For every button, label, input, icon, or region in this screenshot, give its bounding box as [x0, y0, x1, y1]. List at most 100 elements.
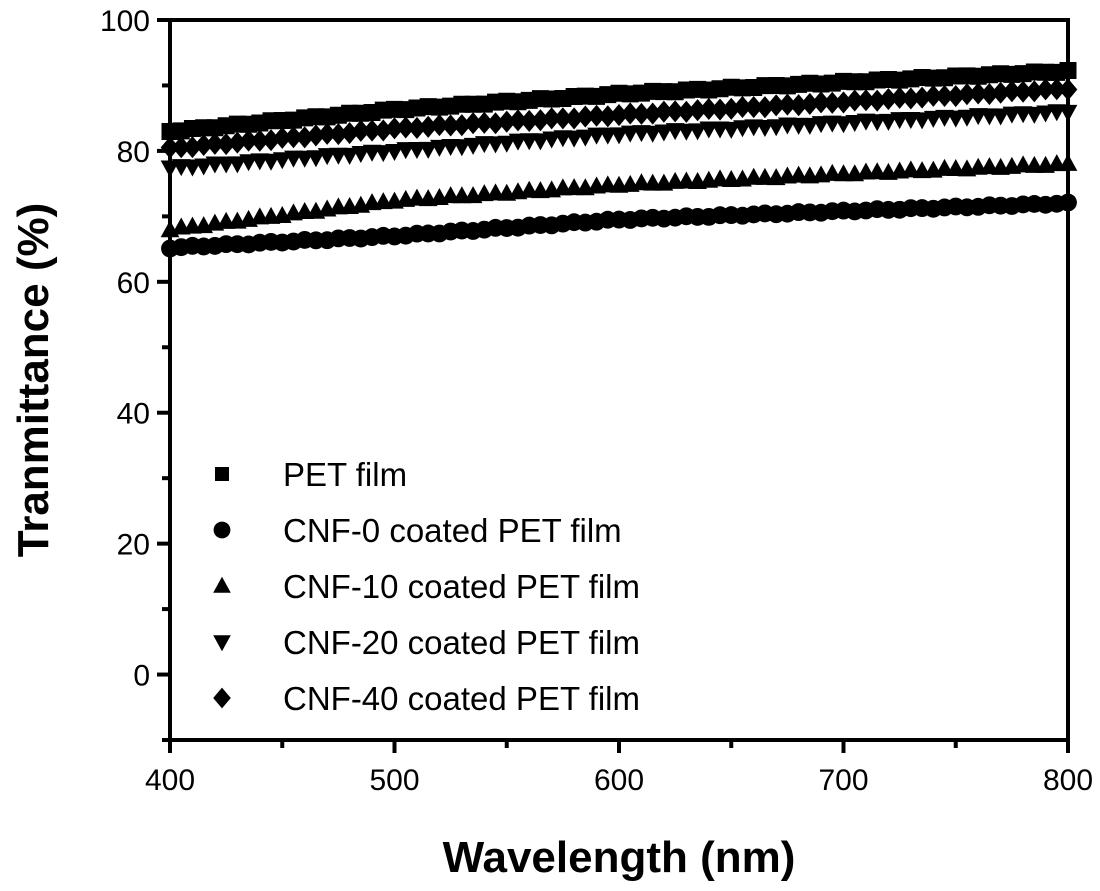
- data-point: [654, 100, 674, 123]
- data-point: [542, 107, 561, 130]
- data-point: [1024, 80, 1044, 103]
- data-point: [463, 137, 483, 155]
- data-point: [811, 91, 831, 114]
- data-point: [228, 156, 247, 174]
- data-point: [688, 123, 707, 141]
- data-point: [564, 107, 584, 130]
- data-point: [957, 109, 977, 127]
- legend-label: CNF-20 coated PET film: [283, 624, 640, 661]
- y-tick-label: 100: [100, 5, 150, 38]
- legend-marker-triangle-down-icon: [213, 635, 231, 652]
- data-point: [553, 107, 573, 130]
- data-point: [991, 108, 1010, 126]
- data-point: [778, 93, 797, 116]
- data-point: [643, 125, 663, 143]
- data-point: [306, 124, 326, 147]
- data-point: [755, 96, 775, 119]
- legend-marker-square-icon: [215, 467, 229, 481]
- ticks-layer: 0 20 40 60 80 100 400 500 600 700 800: [100, 5, 1093, 797]
- data-point: [688, 99, 707, 122]
- data-point: [800, 92, 820, 115]
- data-point: [418, 115, 438, 138]
- data-point: [867, 89, 887, 112]
- data-point: [766, 94, 786, 117]
- data-point: [620, 102, 640, 125]
- data-point: [1036, 78, 1055, 101]
- data-point: [486, 112, 505, 135]
- data-point: [1024, 106, 1044, 124]
- data-point: [441, 114, 460, 137]
- legend-marker-diamond-icon: [213, 687, 231, 709]
- data-point: [834, 116, 853, 134]
- data-point: [531, 133, 550, 151]
- x-tick-label: 400: [145, 764, 195, 797]
- y-tick-label: 0: [133, 660, 150, 693]
- data-point: [407, 116, 427, 140]
- data-point: [385, 117, 404, 140]
- data-point: [1013, 80, 1033, 103]
- data-point: [329, 123, 348, 146]
- data-point: [665, 100, 685, 123]
- data-point: [733, 95, 752, 119]
- data-point: [721, 121, 741, 139]
- data-point: [261, 129, 281, 152]
- data-point: [171, 136, 191, 159]
- data-point: [632, 102, 651, 125]
- legend-item: CNF-20 coated PET film: [213, 624, 640, 661]
- data-point: [643, 102, 663, 125]
- data-point: [845, 89, 865, 112]
- data-point: [879, 113, 898, 131]
- legend-label: CNF-40 coated PET film: [283, 680, 640, 717]
- series-square: [161, 62, 1077, 141]
- data-point: [519, 109, 539, 132]
- data-point: [542, 131, 561, 149]
- data-point: [306, 150, 326, 168]
- data-point: [834, 91, 853, 114]
- data-point: [721, 97, 741, 120]
- data-point: [609, 127, 629, 145]
- data-point: [183, 136, 202, 159]
- x-tick-label: 500: [369, 764, 419, 797]
- data-point: [766, 119, 786, 137]
- data-point: [845, 115, 865, 133]
- legend-label: PET film: [283, 456, 407, 493]
- series-diamond: [160, 78, 1078, 159]
- y-axis-title: Tranmittance (%): [9, 203, 58, 558]
- legend-item: CNF-10 coated PET film: [213, 568, 640, 605]
- data-point: [980, 82, 999, 106]
- data-point: [239, 154, 258, 172]
- data-point: [474, 111, 494, 134]
- series-circle: [161, 193, 1077, 258]
- y-tick-label: 60: [117, 267, 150, 300]
- data-point: [284, 126, 303, 149]
- x-tick-label: 800: [1043, 764, 1093, 797]
- data-point: [385, 144, 404, 162]
- data-point: [261, 153, 281, 171]
- data-point: [957, 83, 977, 106]
- data-point: [575, 105, 595, 128]
- data-point: [351, 119, 371, 142]
- data-point: [497, 135, 517, 153]
- data-point: [250, 129, 270, 152]
- data-point: [351, 146, 371, 164]
- data-point: [699, 97, 719, 121]
- series-triangle-up: [160, 153, 1078, 238]
- data-point: [901, 87, 921, 110]
- legend: PET film CNF-0 coated PET film CNF-10 coat…: [213, 456, 640, 717]
- legend-marker-circle-icon: [213, 521, 231, 539]
- data-point: [340, 147, 359, 165]
- data-point: [991, 81, 1010, 104]
- data-point: [890, 86, 909, 109]
- data-point: [923, 84, 943, 107]
- data-point: [800, 117, 820, 135]
- data-point: [194, 133, 214, 157]
- data-point: [452, 114, 472, 137]
- legend-item: CNF-0 coated PET film: [213, 512, 622, 549]
- data-point: [856, 89, 876, 112]
- data-point: [317, 122, 337, 145]
- data-point: [373, 119, 393, 142]
- data-point: [789, 94, 808, 117]
- legend-item: CNF-40 coated PET film: [213, 680, 640, 717]
- data-point: [912, 86, 932, 109]
